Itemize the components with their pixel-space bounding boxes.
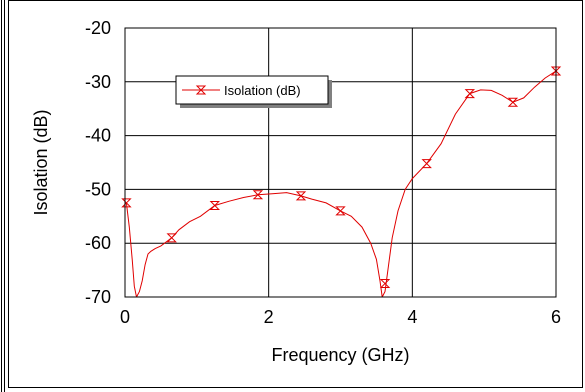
series-marker <box>464 89 476 99</box>
x-tick-label: 0 <box>120 307 130 327</box>
plot-area-border <box>124 27 557 298</box>
series-marker <box>295 191 307 201</box>
y-tick-label: -60 <box>85 233 111 253</box>
series-marker <box>166 233 177 243</box>
legend-label: Isolation (dB) <box>224 83 301 98</box>
x-axis-title: Frequency (GHz) <box>271 345 409 365</box>
window-edge-line <box>1 0 2 392</box>
x-tick-label: 4 <box>407 307 417 327</box>
x-tick-label: 2 <box>264 307 274 327</box>
y-tick-label: -30 <box>85 72 111 92</box>
y-tick-label: -70 <box>85 287 111 307</box>
y-tick-label: -20 <box>85 18 111 38</box>
series-marker <box>421 159 432 169</box>
series-marker <box>379 279 391 289</box>
series-marker <box>252 190 264 200</box>
legend-marker-glyph <box>195 85 207 95</box>
y-axis-title: Isolation (dB) <box>31 109 51 215</box>
legend: Isolation (dB) <box>175 75 332 108</box>
legend-marker <box>195 85 207 95</box>
plot-series <box>121 66 562 297</box>
series-marker <box>121 198 132 208</box>
window-edge-line <box>4 0 5 392</box>
y-tick-label: -50 <box>85 179 111 199</box>
chart-frame <box>8 0 583 388</box>
grid <box>125 28 556 297</box>
series-marker <box>209 201 220 211</box>
series-line <box>125 70 556 297</box>
series-marker <box>507 97 519 107</box>
series-marker <box>335 206 346 216</box>
tick-labels: 0 2 4 6 -20 -30 -40 -50 -60 -70 <box>85 18 561 327</box>
series-marker <box>550 66 562 76</box>
y-tick-label: -40 <box>85 126 111 146</box>
x-tick-label: 6 <box>551 307 561 327</box>
